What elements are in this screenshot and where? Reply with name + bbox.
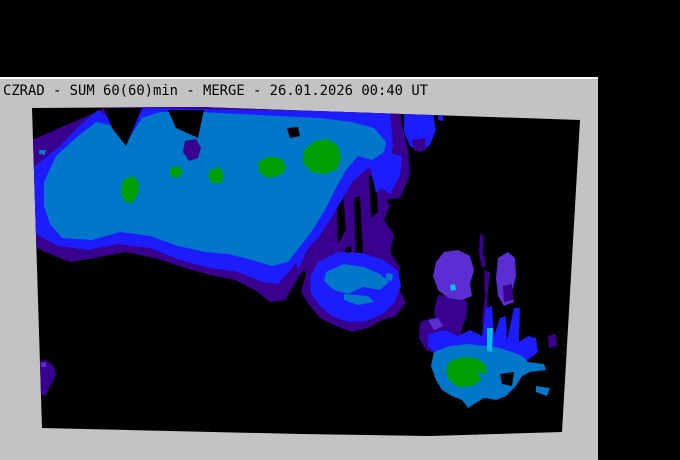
band-top-black-wedge-2 — [168, 110, 204, 138]
se-cell-azure-hook — [536, 386, 550, 396]
central-cell-azure-core — [324, 264, 389, 294]
nw-corner-azure-dot — [39, 150, 46, 155]
precipitation-field — [32, 107, 557, 408]
east-cyan-dot — [450, 284, 456, 291]
green-cell-1 — [121, 176, 139, 203]
east-violet-streak-upper — [479, 234, 486, 268]
cyan-fleck-layer — [450, 284, 493, 352]
sw-edge-violet-blob — [38, 360, 56, 396]
green-cells-layer — [121, 139, 487, 387]
sw-blob-bright-pixel — [41, 362, 46, 367]
band-violet-blob — [183, 139, 201, 161]
top-right-blob-violet-bit — [412, 138, 426, 151]
green-cell-5 — [303, 139, 341, 174]
east-cyan-streak — [487, 328, 493, 352]
black-streak-2 — [354, 196, 363, 262]
radar-title-text: CZRAD - SUM 60(60)min - MERGE - 26.01.20… — [3, 83, 429, 99]
panel-top-border — [0, 77, 598, 79]
green-cell-4 — [258, 156, 286, 178]
black-detail-layer — [104, 108, 514, 386]
east-right-blob-dark-patch — [503, 284, 513, 302]
green-cell-se — [446, 357, 487, 387]
band-black-dot — [287, 127, 300, 138]
band-top-black-wedge-1 — [104, 108, 142, 146]
central-cell-azure-tail — [344, 294, 374, 305]
green-cell-3 — [208, 167, 224, 184]
radar-map — [32, 107, 580, 436]
band-blue-tongue — [371, 150, 402, 194]
violet-detail-layer — [183, 138, 426, 161]
green-cell-2 — [170, 166, 183, 178]
top-right-blue-blob — [404, 110, 436, 152]
east-violet-blob-upper — [433, 250, 474, 300]
se-violet-bits-right — [548, 334, 557, 348]
nw-band-azure-core — [44, 112, 386, 266]
se-cap-bright-bit — [428, 318, 443, 330]
central-cell-azure-dot — [386, 273, 393, 281]
se-cell-black-bite — [500, 372, 514, 386]
